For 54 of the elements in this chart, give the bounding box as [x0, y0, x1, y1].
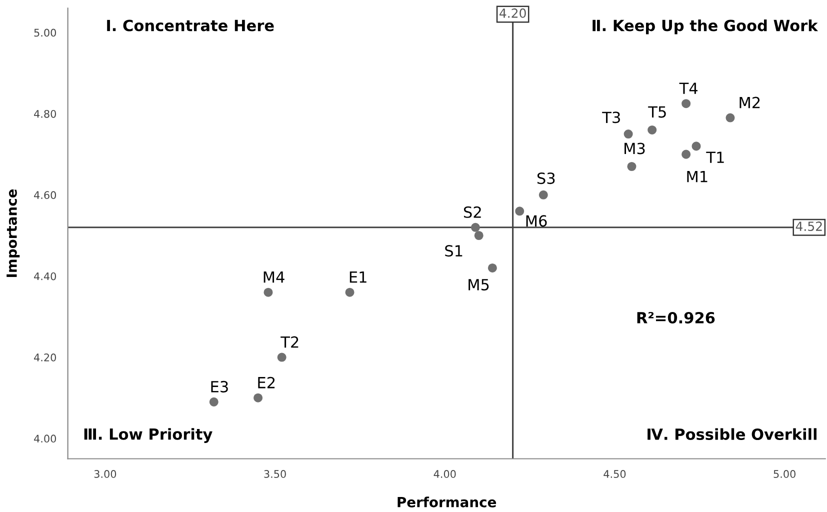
annotation: Ⅲ. Low Priority — [84, 428, 212, 443]
y-tick-label: 5.00 — [34, 28, 56, 37]
point — [345, 288, 354, 297]
annotation: M2 — [740, 96, 760, 108]
annotation: M6 — [526, 215, 547, 227]
annotation: M5 — [468, 279, 489, 290]
point — [648, 125, 657, 134]
annotation: E3 — [211, 380, 228, 392]
y-tick-label: 4.40 — [34, 272, 56, 280]
x-tick-label: 3.50 — [264, 470, 286, 478]
annotation: Ⅳ. Possible Overkill — [648, 428, 816, 440]
annotation: M3 — [624, 142, 645, 154]
annotation: E2 — [258, 376, 275, 388]
point — [488, 263, 497, 272]
annotation: T3 — [602, 112, 620, 124]
y-tick-label: 4.60 — [34, 191, 56, 200]
y-axis-title: Importance — [6, 189, 20, 277]
annotation: S2 — [464, 206, 481, 218]
ref-line-label: 4.52 — [796, 222, 822, 232]
annotation: S1 — [445, 245, 462, 257]
point — [474, 230, 484, 240]
point — [627, 162, 636, 172]
point — [515, 206, 524, 216]
point — [682, 150, 691, 159]
point — [277, 352, 286, 362]
annotation: E1 — [350, 272, 366, 283]
x-tick-label: 4.50 — [604, 470, 626, 478]
annotation: Ⅰ. Concentrate Here — [107, 20, 274, 32]
annotation: M1 — [687, 171, 708, 182]
point — [682, 99, 691, 108]
annotation: Ⅱ. Keep Up the Good Work — [592, 19, 818, 34]
annotation: T2 — [280, 336, 298, 348]
ref-line-label: 4.20 — [500, 8, 526, 18]
point — [726, 113, 735, 122]
annotation: T4 — [679, 82, 698, 94]
x-tick-label: 3.00 — [94, 470, 116, 478]
y-tick-label: 4.00 — [34, 434, 56, 443]
point — [254, 393, 263, 402]
annotation: M4 — [264, 272, 284, 283]
y-tick-label: 4.80 — [34, 110, 56, 118]
annotation: T5 — [648, 106, 666, 118]
annotation: S3 — [537, 172, 555, 184]
annotation: T1 — [706, 152, 724, 163]
point — [209, 397, 218, 406]
annotation: R²=0.926 — [637, 312, 715, 324]
point — [692, 142, 701, 151]
x-tick-label: 5.00 — [774, 470, 796, 478]
x-tick-label: 4.00 — [434, 470, 456, 478]
point — [538, 190, 548, 200]
y-tick-label: 4.20 — [34, 354, 56, 362]
point — [470, 222, 480, 232]
point — [264, 288, 273, 297]
x-axis-title: Performance — [398, 496, 496, 508]
point — [624, 130, 633, 139]
